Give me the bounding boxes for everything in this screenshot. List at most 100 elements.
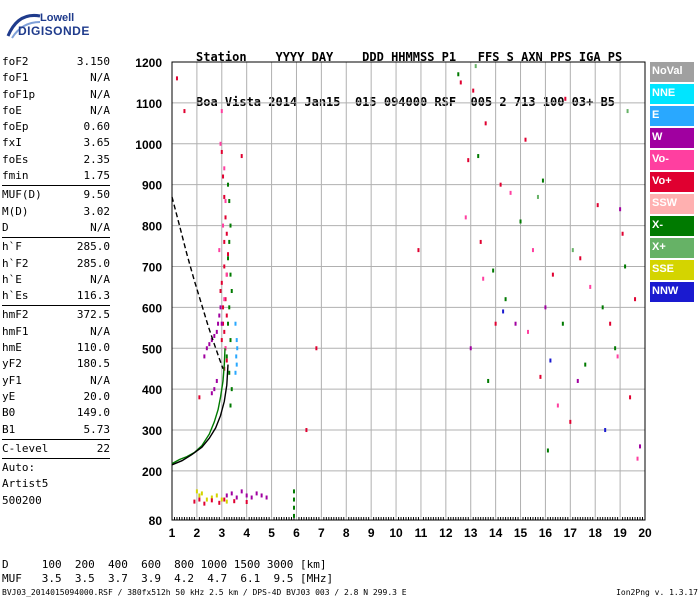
echo-point [223, 297, 226, 302]
param-label: h`Es [2, 289, 29, 303]
echo-point [224, 297, 227, 302]
param-label: h`E [2, 272, 22, 286]
param-value: 0.60 [83, 120, 111, 134]
echo-point [195, 489, 198, 494]
param-label: foF1p [2, 87, 36, 101]
echo-point [556, 403, 559, 408]
logo-line-2: DIGISONDE [18, 24, 90, 38]
param-value: 5.73 [83, 422, 111, 436]
x-tick-label: 7 [318, 526, 325, 540]
param-value: 110.0 [76, 341, 110, 355]
echo-point [255, 491, 258, 496]
x-tick-label: 19 [613, 526, 627, 540]
echo-point [175, 76, 178, 81]
param-label: fmin [2, 169, 29, 183]
echo-point [235, 362, 238, 367]
footer-version: Ion2Png v. 1.3.17 [616, 588, 698, 597]
echo-point [636, 456, 639, 461]
param-label: yE [2, 389, 16, 403]
echo-point [229, 403, 232, 408]
echo-point [224, 199, 227, 204]
param-row: foEp 0.60 [2, 119, 110, 135]
param-label: hmE [2, 341, 22, 355]
echo-point [220, 497, 223, 502]
echo-point [292, 489, 295, 494]
legend-entry: SSE [650, 260, 694, 280]
echo-point [514, 321, 517, 326]
echo-point [215, 493, 218, 498]
echo-point [220, 149, 223, 154]
echo-point [223, 166, 226, 171]
echo-point [230, 289, 233, 293]
echo-point [218, 313, 221, 318]
x-tick-label: 11 [415, 526, 428, 540]
logo-line-1: Lowell [40, 12, 75, 24]
param-value: N/A [90, 103, 110, 117]
y-tick-label: 900 [142, 179, 162, 193]
echo-point [524, 137, 527, 142]
echo-point [225, 358, 228, 363]
echo-point [220, 321, 223, 326]
echo-point [499, 182, 502, 187]
y-tick-label: 1200 [135, 56, 162, 70]
param-row: fxI 3.65 [2, 135, 110, 151]
echo-point [220, 109, 223, 114]
footer-file-info: BVJ03_2014015094000.RSF / 380fx512h 50 k… [2, 588, 407, 597]
echo-point [205, 497, 208, 502]
header-labels: Station YYYY DAY DDD HHMMSS P1 FFS S AXN… [196, 50, 623, 64]
y-tick-label: 80 [149, 514, 163, 528]
param-value: N/A [90, 373, 110, 387]
logo-swoosh-icon [6, 13, 41, 39]
echo-point [250, 495, 253, 500]
echo-point [464, 215, 467, 220]
param-value: N/A [90, 71, 110, 85]
echo-point [601, 305, 604, 310]
param-label: Auto: [2, 461, 36, 475]
param-row: Artist5 [2, 476, 110, 492]
echo-point [210, 391, 213, 396]
param-value: 3.02 [83, 204, 111, 218]
echo-point [541, 178, 544, 183]
echo-point [228, 199, 231, 204]
param-label: 500200 [2, 493, 42, 507]
echo-point [228, 370, 231, 375]
echo-point [234, 321, 237, 326]
echo-point [234, 370, 237, 375]
echo-point [236, 346, 239, 351]
param-separator [2, 438, 110, 440]
echo-point [526, 329, 529, 334]
echo-point [223, 194, 226, 199]
echo-point [457, 72, 460, 77]
echo-point [531, 248, 534, 253]
legend-entry: W [650, 128, 694, 148]
param-row: C-level 22 [2, 441, 110, 457]
echo-point [484, 121, 487, 126]
param-separator [2, 458, 110, 460]
echo-point [203, 354, 206, 359]
echo-point [235, 354, 238, 359]
param-label: yF2 [2, 357, 22, 371]
echo-point [223, 239, 226, 244]
param-label: fxI [2, 136, 22, 150]
echo-point [624, 264, 627, 269]
param-row: hmE 110.0 [2, 340, 110, 356]
echo-point [224, 346, 227, 351]
echo-point [614, 346, 617, 351]
footer: BVJ03_2014015094000.RSF / 380fx512h 50 k… [2, 588, 698, 597]
param-row: yF1 N/A [2, 373, 110, 389]
y-tick-label: 1000 [135, 138, 162, 152]
echo-point [222, 305, 225, 310]
echo-point [551, 272, 554, 277]
plot-frame [171, 61, 646, 521]
echo-point [218, 248, 221, 253]
echo-point [629, 395, 632, 400]
param-label: foE [2, 103, 22, 117]
param-label: MUF(D) [2, 188, 42, 202]
param-row: yF2 180.5 [2, 356, 110, 372]
echo-point [215, 378, 218, 383]
echo-point [579, 256, 582, 261]
param-separator [2, 305, 110, 307]
echo-point [220, 338, 223, 343]
legend-entry: Vo+ [650, 172, 694, 192]
